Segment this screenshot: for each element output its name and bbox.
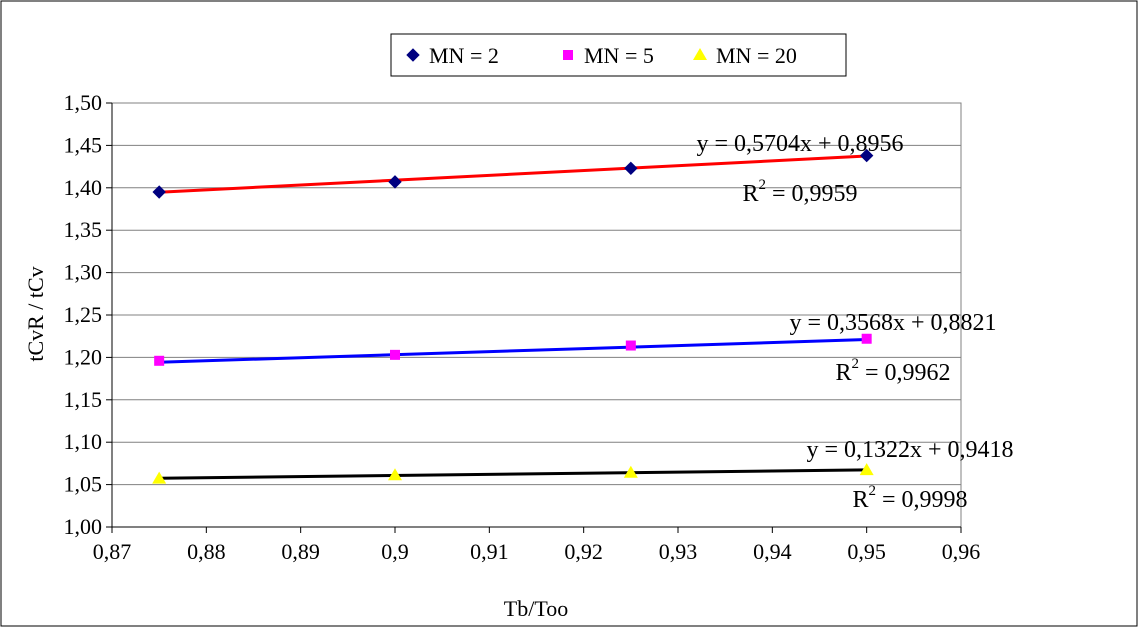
x-tick-label: 0,88 bbox=[187, 539, 226, 564]
y-tick-label: 1,50 bbox=[64, 90, 103, 115]
trendline-equation: y = 0,5704x + 0,8956 bbox=[696, 131, 903, 157]
legend-label-series-1: MN = 2 bbox=[429, 43, 499, 68]
y-tick-label: 1,15 bbox=[64, 387, 103, 412]
r-squared-symbol: R bbox=[742, 181, 758, 207]
y-tick-label: 1,45 bbox=[64, 132, 103, 157]
data-point-series-2 bbox=[154, 355, 165, 366]
x-tick-label: 0,94 bbox=[753, 539, 792, 564]
y-axis-title: tCvR / tCv bbox=[23, 266, 48, 361]
y-tick-label: 1,35 bbox=[64, 217, 103, 242]
data-point-series-3 bbox=[388, 468, 402, 481]
r-squared-exponent: 2 bbox=[851, 356, 859, 372]
data-point-series-3 bbox=[859, 463, 874, 476]
y-tick-label: 1,05 bbox=[64, 472, 103, 497]
x-tick-label: 0,91 bbox=[470, 539, 509, 564]
r-squared-label: R2 = 0,9962 bbox=[835, 356, 950, 386]
r-squared-symbol: R bbox=[852, 487, 868, 513]
trendline-layer bbox=[159, 154, 867, 480]
r-squared-label: R2 = 0,9998 bbox=[852, 483, 967, 513]
data-point-series-3 bbox=[152, 471, 167, 484]
x-tick-label: 0,93 bbox=[659, 539, 698, 564]
x-tick-label: 0,9 bbox=[381, 539, 409, 564]
legend-box bbox=[390, 33, 847, 77]
marker-layer bbox=[152, 148, 874, 484]
legend-label-series-3: MN = 20 bbox=[716, 43, 797, 68]
legend-label-series-2: MN = 5 bbox=[584, 43, 654, 68]
x-axis-title: Tb/Too bbox=[504, 596, 568, 621]
trendline-equation: y = 0,3568x + 0,8821 bbox=[789, 310, 996, 336]
y-tick-label: 1,25 bbox=[64, 302, 103, 327]
legend-marker-series-2 bbox=[563, 50, 573, 60]
data-point-series-1 bbox=[152, 185, 166, 199]
trendline-equation: y = 0,1322x + 0,9418 bbox=[806, 437, 1013, 463]
data-point-series-1 bbox=[859, 148, 874, 163]
y-tick-label: 1,10 bbox=[64, 429, 103, 454]
r-squared-symbol: R bbox=[835, 360, 851, 386]
trendline-series-1 bbox=[159, 154, 867, 194]
legend-marker-series-1 bbox=[406, 48, 420, 62]
legend: MN = 2 MN = 5 MN = 20 bbox=[390, 33, 847, 77]
legend-items: MN = 2 MN = 5 MN = 20 bbox=[406, 43, 797, 68]
r-squared-label: R2 = 0,9959 bbox=[742, 177, 857, 207]
data-point-series-2 bbox=[861, 333, 872, 344]
data-point-series-1 bbox=[388, 175, 402, 189]
data-point-series-3 bbox=[623, 465, 638, 478]
y-tick-label: 1,00 bbox=[64, 514, 103, 539]
legend-marker-series-3 bbox=[693, 48, 707, 60]
axis-layer: 1,00 1,05 1,10 1,15 1,20 1,25 1,30 1,35 1,40 1,45… bbox=[64, 90, 981, 564]
data-point-series-2 bbox=[390, 349, 400, 360]
r-squared-value: = 0,9962 bbox=[859, 360, 951, 386]
data-point-series-1 bbox=[624, 161, 638, 176]
x-tick-label: 0,87 bbox=[93, 539, 132, 564]
y-tick-label: 1,40 bbox=[64, 175, 103, 200]
trendline-series-3 bbox=[159, 468, 867, 480]
r-squared-exponent: 2 bbox=[868, 483, 876, 499]
y-tick-label: 1,20 bbox=[64, 344, 103, 369]
x-tick-label: 0,96 bbox=[942, 539, 981, 564]
r-squared-value: = 0,9998 bbox=[876, 487, 968, 513]
data-point-series-2 bbox=[625, 340, 636, 351]
x-tick-label: 0,95 bbox=[847, 539, 886, 564]
y-tick-label: 1,30 bbox=[64, 260, 103, 285]
trendline-series-2 bbox=[159, 338, 867, 364]
r-squared-exponent: 2 bbox=[758, 177, 766, 193]
r-squared-value: = 0,9959 bbox=[766, 181, 858, 207]
x-tick-label: 0,92 bbox=[564, 539, 603, 564]
x-tick-label: 0,89 bbox=[281, 539, 320, 564]
